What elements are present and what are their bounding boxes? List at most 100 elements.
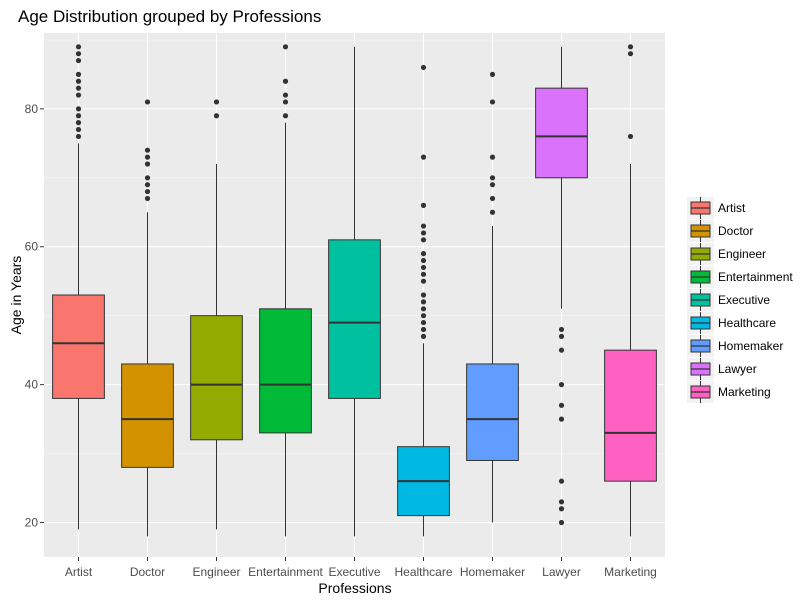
outlier-point: [558, 333, 565, 339]
box-artist: [52, 44, 105, 530]
outlier-point: [420, 257, 427, 264]
outlier-point: [420, 202, 427, 208]
outlier-point: [282, 78, 289, 84]
outlier-point: [420, 299, 427, 305]
outlier-point: [558, 506, 565, 512]
outlier-point: [75, 120, 82, 126]
outlier-point: [420, 292, 427, 298]
y-tick-label: 60: [25, 240, 39, 254]
y-axis-title: Age in Years: [8, 256, 24, 335]
chart-title: Age Distribution grouped by Professions: [18, 7, 321, 26]
legend-item-entertainment: Entertainment: [687, 266, 793, 288]
outlier-point: [489, 154, 496, 160]
y-tick-label: 80: [25, 102, 39, 116]
outlier-point: [558, 382, 565, 388]
box-iqr: [52, 294, 105, 399]
outlier-point: [282, 113, 289, 119]
outlier-point: [627, 51, 634, 57]
legend-label: Lawyer: [718, 362, 757, 376]
x-axis: Artist Doctor Engineer Entertainment Executi…: [65, 557, 657, 579]
x-tick-label: Artist: [65, 565, 93, 579]
outlier-point: [489, 182, 496, 188]
box-iqr: [328, 239, 381, 399]
outlier-point: [75, 92, 82, 98]
box-iqr: [190, 315, 243, 441]
legend-label: Healthcare: [718, 316, 776, 330]
box-engineer: [190, 99, 243, 530]
box-executive: [328, 46, 381, 537]
box-homemaker: [466, 71, 519, 523]
outlier-point: [627, 133, 634, 140]
x-tick-label: Executive: [328, 565, 380, 579]
outlier-point: [558, 519, 565, 526]
x-tick-label: Entertainment: [248, 565, 323, 579]
outlier-point: [420, 278, 427, 284]
outlier-point: [75, 57, 82, 64]
outlier-point: [75, 113, 82, 119]
x-tick-label: Lawyer: [542, 565, 581, 579]
outlier-point: [282, 99, 289, 105]
outlier-point: [144, 188, 151, 195]
outlier-point: [75, 126, 82, 133]
outlier-point: [420, 223, 427, 229]
outlier-point: [144, 182, 151, 188]
legend-item-homemaker: Homemaker: [687, 335, 783, 357]
outlier-point: [144, 154, 151, 160]
outlier-point: [75, 51, 82, 57]
y-tick-label: 40: [25, 378, 39, 392]
outlier-point: [75, 85, 82, 91]
outlier-point: [420, 319, 427, 326]
outlier-point: [420, 154, 427, 160]
outlier-point: [489, 195, 496, 202]
box-doctor: [121, 99, 174, 537]
outlier-point: [420, 251, 427, 257]
y-axis: 20 40 60 80: [25, 102, 44, 530]
outlier-point: [489, 71, 496, 77]
box-iqr: [535, 87, 588, 179]
outlier-point: [420, 271, 427, 277]
outlier-point: [489, 175, 496, 181]
x-axis-title: Professions: [318, 580, 391, 596]
legend-item-executive: Executive: [687, 289, 770, 311]
outlier-point: [75, 44, 82, 50]
legend-item-artist: Artist: [687, 197, 746, 219]
outlier-point: [75, 78, 82, 84]
outlier-point: [489, 99, 496, 105]
legend-label: Artist: [718, 201, 746, 215]
box-iqr: [466, 363, 519, 461]
legend-item-lawyer: Lawyer: [687, 358, 757, 380]
outlier-point: [282, 92, 289, 98]
outlier-point: [558, 499, 565, 505]
outlier-point: [420, 326, 427, 333]
box-lawyer: [535, 46, 588, 526]
outlier-point: [144, 99, 151, 105]
legend-label: Marketing: [718, 385, 771, 399]
x-tick-label: Homemaker: [460, 565, 525, 579]
legend-item-doctor: Doctor: [687, 220, 753, 242]
outlier-point: [627, 44, 634, 50]
legend-label: Engineer: [718, 247, 766, 261]
boxes: [52, 44, 657, 537]
outlier-point: [75, 71, 82, 77]
outlier-point: [420, 230, 427, 236]
outlier-point: [558, 478, 565, 484]
outlier-point: [420, 64, 427, 71]
box-iqr: [121, 363, 174, 468]
legend-label: Doctor: [718, 224, 753, 238]
box-iqr: [604, 349, 657, 482]
box-entertainment: [259, 44, 312, 537]
outlier-point: [558, 416, 565, 422]
legend-item-marketing: Marketing: [687, 381, 771, 403]
outlier-point: [420, 313, 427, 319]
outlier-point: [420, 237, 427, 243]
outlier-point: [420, 333, 427, 339]
outlier-point: [489, 209, 496, 215]
outlier-point: [420, 306, 427, 312]
outlier-point: [558, 347, 565, 353]
legend-item-engineer: Engineer: [687, 243, 766, 265]
box-healthcare: [397, 64, 450, 537]
outlier-point: [558, 402, 565, 408]
outlier-point: [420, 264, 427, 271]
outlier-point: [213, 99, 220, 105]
outlier-point: [144, 195, 151, 202]
